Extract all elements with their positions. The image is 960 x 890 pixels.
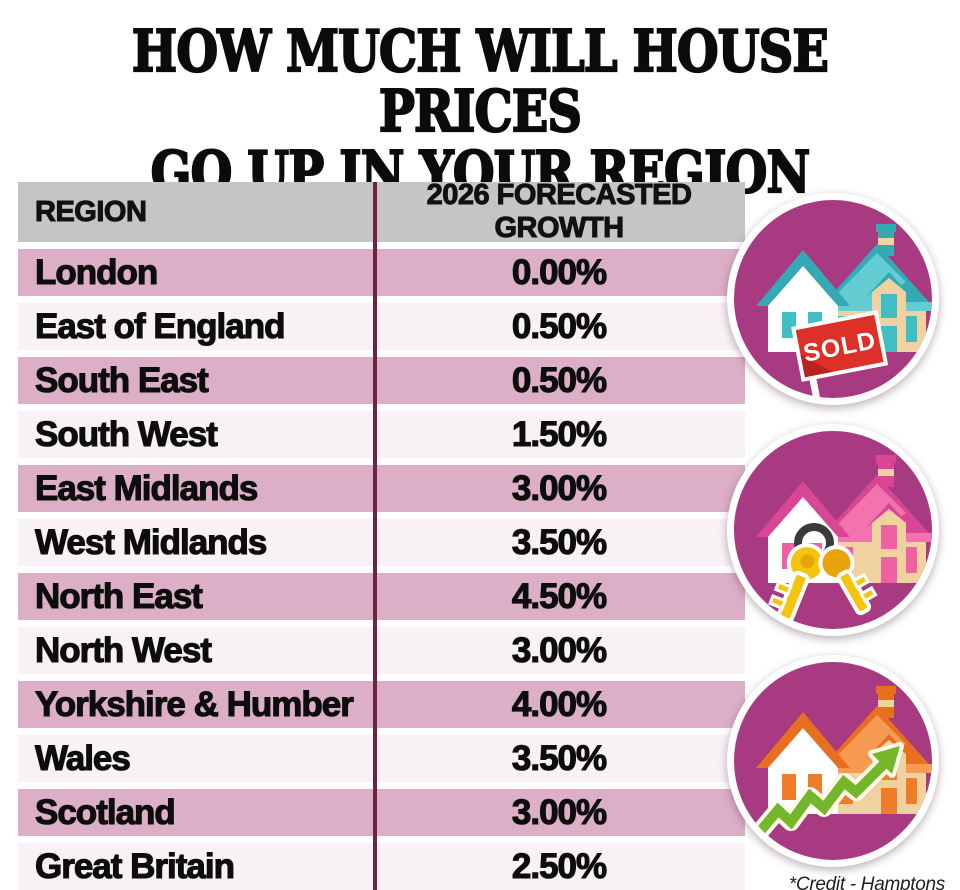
region-name: South West xyxy=(34,414,218,455)
region-name: Great Britain xyxy=(34,846,235,887)
table-row: South East 0.50% xyxy=(18,357,745,404)
table-row: London 0.00% xyxy=(18,249,745,296)
growth-value: 3.00% xyxy=(511,630,607,670)
growth-value: 3.50% xyxy=(511,738,607,778)
page-title: HOW MUCH WILL HOUSE PRICES GO UP IN YOUR… xyxy=(77,18,883,204)
header-region: REGION xyxy=(35,195,148,229)
sold-sign: SOLD xyxy=(791,310,889,398)
growth-value: 0.50% xyxy=(511,306,607,346)
region-name: Yorkshire & Humber xyxy=(34,684,354,725)
region-name: London xyxy=(34,252,158,293)
region-name: Wales xyxy=(34,738,131,779)
header-growth: 2026 FORECASTED GROWTH xyxy=(426,179,692,245)
growth-arrow xyxy=(749,742,904,843)
growth-value: 3.00% xyxy=(511,468,607,508)
house-keys-illustration xyxy=(756,455,932,623)
table-row: Wales 3.50% xyxy=(18,735,745,782)
house-sold-illustration: SOLD xyxy=(756,224,932,398)
region-name: East Midlands xyxy=(34,468,258,509)
page-title-line1: HOW MUCH WILL HOUSE PRICES xyxy=(131,18,830,146)
growth-value: 4.00% xyxy=(511,684,607,724)
house-growth-icon xyxy=(727,655,939,867)
credit-text: *Credit - Hamptons xyxy=(788,874,945,890)
growth-value: 3.00% xyxy=(511,792,607,832)
table-row: Great Britain 2.50% xyxy=(18,843,745,890)
table-header-row: REGION 2026 FORECASTED GROWTH xyxy=(18,179,745,245)
table-row: West Midlands 3.50% xyxy=(18,519,745,566)
forecast-table: REGION 2026 FORECASTED GROWTH London 0.0… xyxy=(18,179,745,890)
house-sold-icon: SOLD xyxy=(727,193,939,405)
growth-value: 4.50% xyxy=(511,576,607,616)
keys xyxy=(768,523,878,623)
house-growth-illustration xyxy=(749,686,932,843)
growth-value: 0.00% xyxy=(511,252,607,292)
table-row: North West 3.00% xyxy=(18,627,745,674)
growth-value: 2.50% xyxy=(511,846,607,886)
growth-value: 1.50% xyxy=(511,414,607,454)
region-name: North East xyxy=(34,576,203,617)
region-name: South East xyxy=(34,360,209,401)
table-row: Yorkshire & Humber 4.00% xyxy=(18,681,745,728)
region-name: North West xyxy=(34,630,212,671)
table-row: North East 4.50% xyxy=(18,573,745,620)
growth-value: 0.50% xyxy=(511,360,607,400)
house-keys-icon xyxy=(727,424,939,636)
region-name: Scotland xyxy=(34,792,176,833)
growth-value: 3.50% xyxy=(511,522,607,562)
table-row: South West 1.50% xyxy=(18,411,745,458)
column-divider xyxy=(373,182,377,890)
table-row: East Midlands 3.00% xyxy=(18,465,745,512)
region-name: East of England xyxy=(34,306,286,347)
table-row: East of England 0.50% xyxy=(18,303,745,350)
region-name: West Midlands xyxy=(34,522,267,563)
table-row: Scotland 3.00% xyxy=(18,789,745,836)
